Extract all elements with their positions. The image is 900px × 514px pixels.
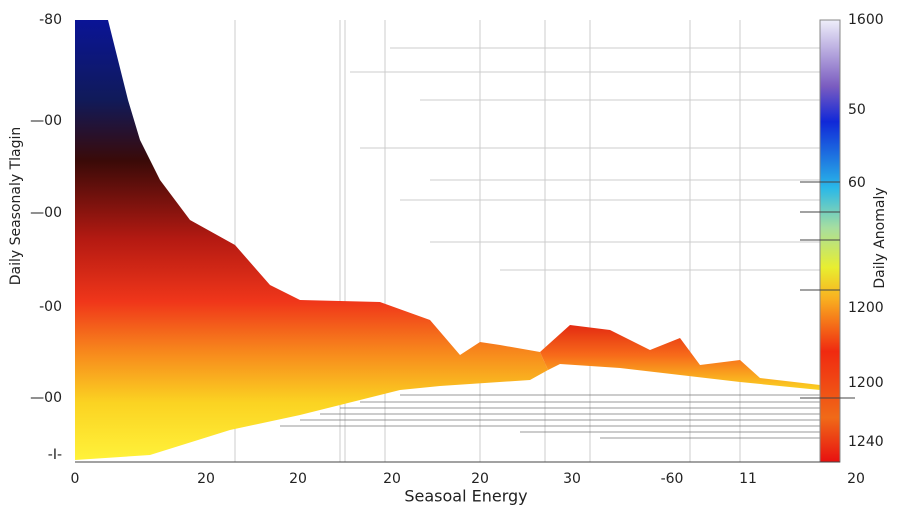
x-tick-label: 20 [383, 471, 401, 487]
colorbar-label: 1200 [848, 300, 884, 316]
x-tick-label: 30 [563, 471, 581, 487]
colorbar-label: 60 [848, 175, 866, 191]
grid [234, 20, 820, 462]
y-label: Daily Seasonaly Tlagin [8, 127, 24, 286]
colorbar-label: 1200 [848, 375, 884, 391]
colorbar [819, 19, 841, 463]
colorbar-ticks [800, 181, 855, 399]
x-tick-label: -60 [661, 471, 684, 487]
heat-region-right [540, 325, 820, 390]
heat-region [75, 20, 548, 460]
y-tick-label: —00 [30, 205, 62, 221]
hatch [280, 394, 820, 439]
x-label: Seasoal Energy [404, 487, 527, 506]
x-tick-label: 20 [289, 471, 307, 487]
x-tick-label: 20 [197, 471, 215, 487]
y-tick-label: -I- [48, 447, 62, 463]
colorbar-label: 50 [848, 102, 866, 118]
y-tick-label: —00 [30, 390, 62, 406]
colorbar-title: Daily Anomaly [872, 187, 888, 288]
y-tick-label: -80 [39, 12, 62, 28]
x-tick-label: 20 [847, 471, 865, 487]
colorbar-label: 1240 [848, 434, 884, 450]
x-tick-label: 0 [71, 471, 80, 487]
colorbar-label: 1600 [848, 12, 884, 28]
x-tick-label: 11 [739, 471, 757, 487]
y-tick-label: -00 [39, 299, 62, 315]
y-tick-label: —00 [30, 113, 62, 129]
x-tick-label: 20 [471, 471, 489, 487]
